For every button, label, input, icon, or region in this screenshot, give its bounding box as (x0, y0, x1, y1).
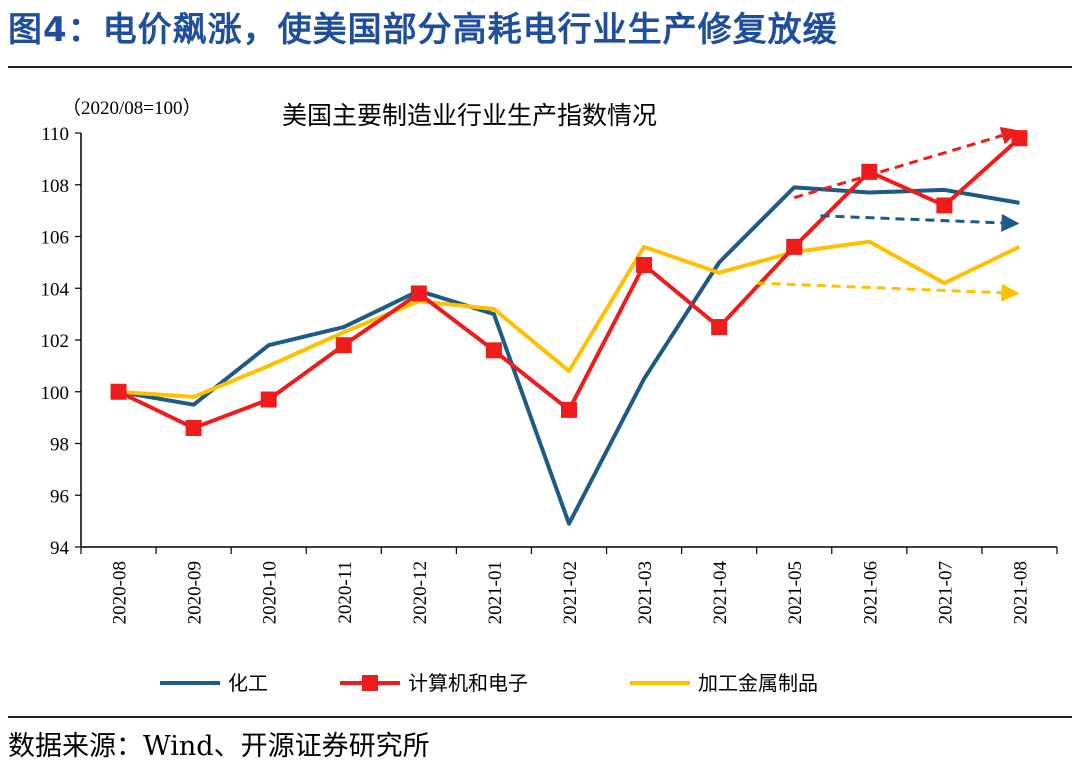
data-point-marker (711, 319, 728, 336)
trend-arrow-head (999, 126, 1020, 145)
series-line (117, 136, 1021, 430)
x-tick-label: 2020-09 (185, 561, 206, 624)
data-point-marker (260, 391, 277, 408)
y-tick-label: 104 (41, 279, 70, 300)
legend-label: 加工金属制品 (698, 671, 818, 695)
chart-unit-note: （2020/08=100） (62, 97, 202, 119)
series-line (118, 239, 1021, 399)
y-tick-label: 108 (41, 176, 70, 197)
data-point-marker (185, 419, 202, 436)
y-tick-label: 94 (50, 538, 70, 559)
data-point-marker (410, 285, 427, 302)
top-rule (8, 66, 1072, 68)
y-tick-label: 102 (41, 331, 70, 352)
data-point-marker (936, 197, 953, 214)
x-tick-label: 2021-01 (485, 561, 506, 624)
data-point-marker (335, 337, 352, 354)
x-tick-label: 2021-07 (935, 561, 956, 624)
series-1 (118, 185, 1020, 526)
y-tick-label: 106 (41, 228, 70, 249)
x-tick-label: 2021-06 (860, 561, 881, 624)
trend-arrow-head (1001, 213, 1020, 232)
x-tick-label: 2020-11 (335, 561, 356, 624)
series-line (118, 185, 1020, 526)
y-tick-label: 110 (41, 124, 69, 145)
data-point-marker (786, 238, 803, 255)
trend-arrow (793, 126, 1020, 200)
series-3 (118, 239, 1021, 399)
x-tick-label: 2021-04 (710, 561, 731, 625)
chart-axes: 94 96 98 100 102 104 106 108 110 2020-08 2020-09 20… (41, 124, 1058, 624)
data-point-marker (636, 256, 653, 273)
trend-arrow-head (1001, 283, 1020, 302)
legend-label: 计算机和电子 (408, 671, 528, 695)
x-tick-label: 2021-02 (560, 561, 581, 624)
data-point-marker (861, 163, 878, 180)
trend-arrow (820, 213, 1020, 232)
chart-title: 美国主要制造业行业生产指数情况 (282, 101, 657, 130)
x-tick-label: 2021-05 (785, 561, 806, 624)
legend-item-3: 加工金属制品 (630, 671, 818, 695)
bottom-rule (8, 716, 1072, 718)
y-tick-label: 98 (50, 435, 69, 456)
figure-title: 图4：电价飙涨，使美国部分高耗电行业生产修复放缓 (8, 10, 838, 50)
data-point-marker (561, 401, 577, 418)
legend-item-1: 化工 (160, 671, 268, 695)
y-tick-label: 96 (50, 486, 69, 507)
data-point-marker (485, 342, 502, 359)
series-2 (110, 130, 1028, 436)
trend-arrow-line (820, 214, 1002, 225)
legend-label: 化工 (228, 671, 268, 695)
data-point-marker (110, 383, 127, 400)
data-point-marker (1011, 130, 1028, 147)
source-note: 数据来源：Wind、开源证券研究所 (8, 731, 430, 762)
series-layer (110, 130, 1028, 526)
line-chart: 94 96 98 100 102 104 106 108 110 2020-08 2020-09 20… (41, 97, 1058, 695)
trend-arrow-line (756, 281, 1002, 295)
x-tick-label: 2021-03 (635, 561, 656, 624)
y-tick-label: 100 (41, 383, 70, 404)
trend-arrow-layer (756, 126, 1020, 302)
x-tick-label: 2020-12 (410, 561, 431, 624)
x-tick-label: 2020-10 (260, 561, 281, 624)
legend-item-2: 计算机和电子 (340, 671, 528, 695)
x-tick-label: 2021-08 (1010, 561, 1031, 624)
trend-arrow (756, 281, 1020, 302)
legend-marker (362, 675, 378, 691)
trend-arrow-line (793, 134, 1003, 200)
x-tick-label: 2020-08 (110, 561, 131, 624)
chart-legend: 化工 计算机和电子 加工金属制品 (160, 671, 818, 695)
